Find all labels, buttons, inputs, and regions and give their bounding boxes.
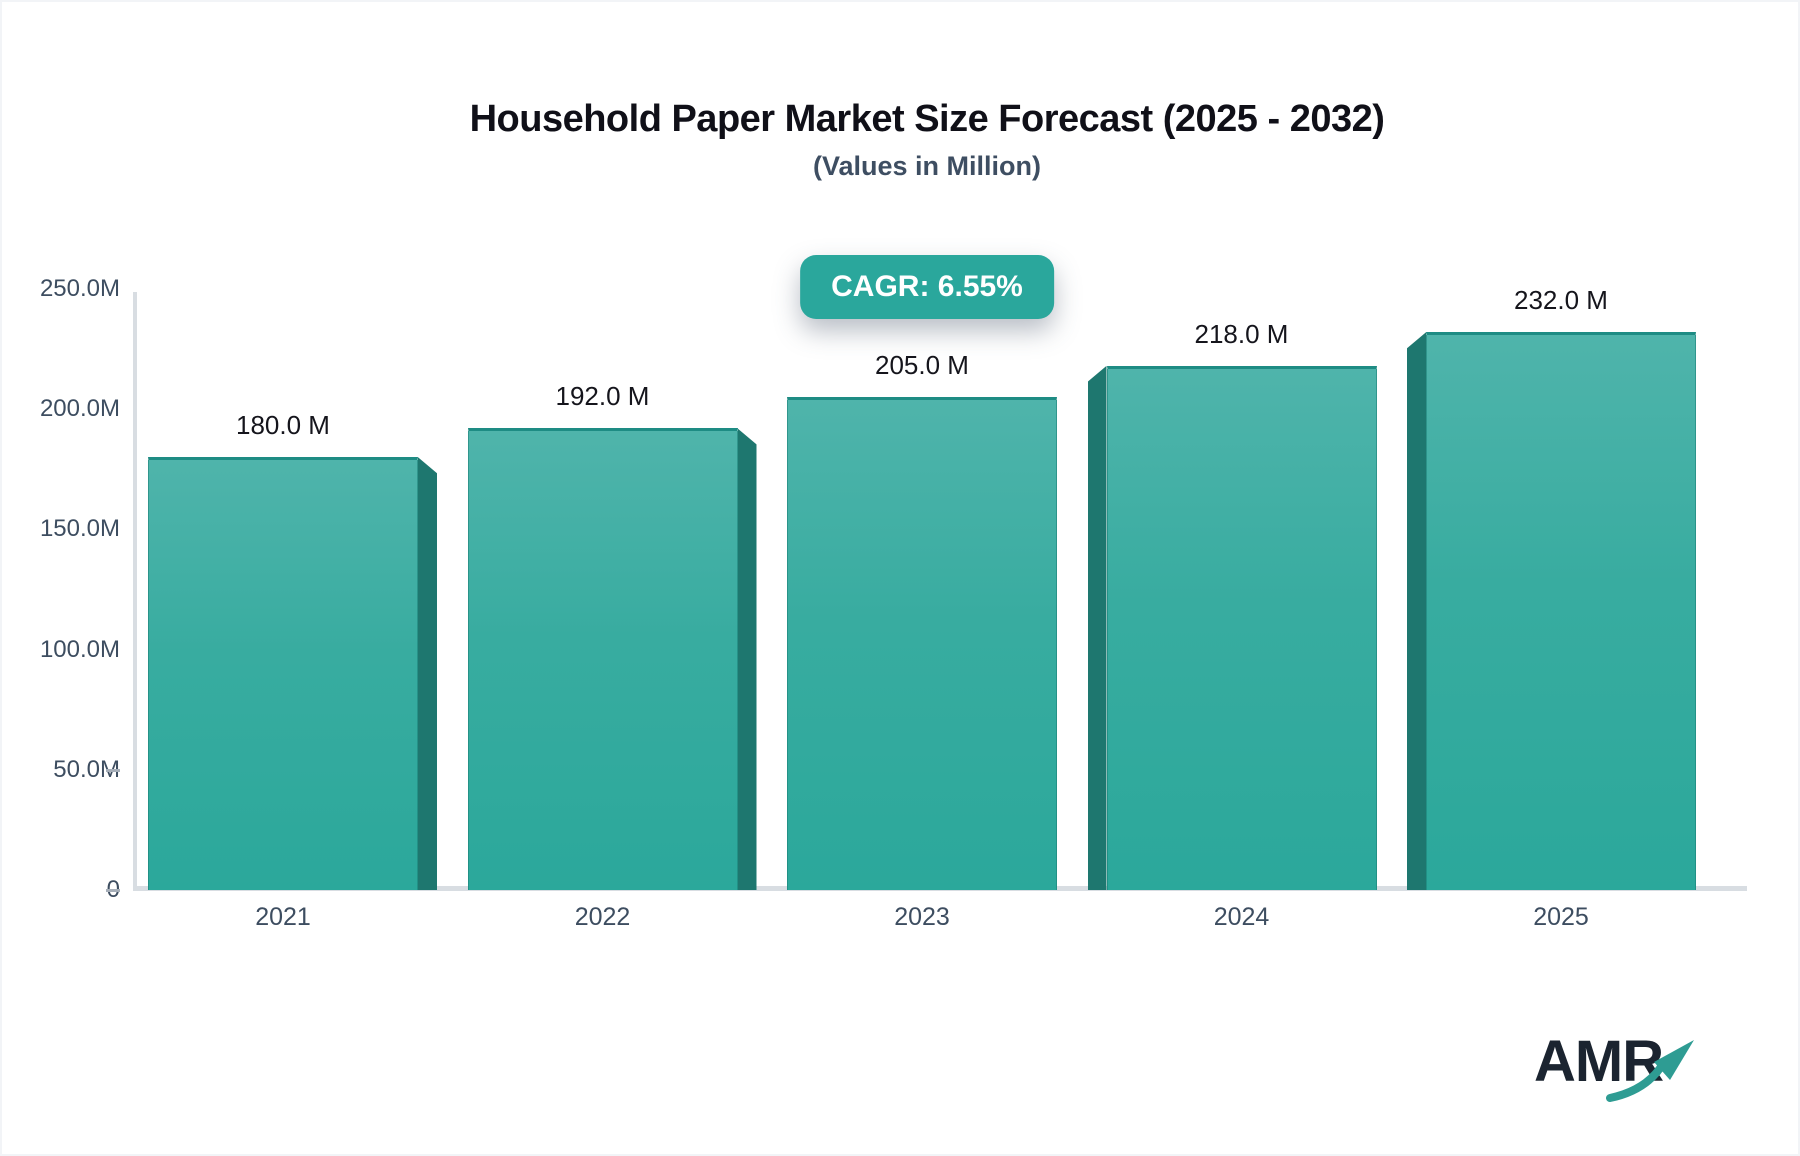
bar-3d-side-2021: [418, 457, 437, 890]
bar-value-label-2023: 205.0 M: [875, 350, 969, 381]
bar-2023[interactable]: [787, 397, 1057, 890]
y-axis-tick-label: 50.0M: [53, 755, 120, 783]
x-axis-label-2025: 2025: [1533, 903, 1589, 931]
y-axis-line: [133, 292, 137, 890]
x-axis-label-2021: 2021: [255, 903, 311, 931]
bar-value-label-2022: 192.0 M: [555, 381, 650, 412]
bar-value-label-2021: 180.0 M: [236, 410, 330, 441]
y-axis-tick-label: 200.0M: [39, 395, 120, 423]
y-axis-tick-label: 100.0M: [39, 635, 120, 663]
cagr-badge: CAGR: 6.55%: [800, 255, 1054, 319]
x-axis-label-2022: 2022: [574, 903, 631, 931]
y-axis-tick-mark: [106, 768, 120, 772]
bar-3d-side-2022: [737, 428, 757, 890]
x-axis-label-2023: 2023: [894, 903, 950, 931]
bar-2022[interactable]: [467, 428, 738, 890]
bar-value-label-2025: 232.0 M: [1514, 285, 1608, 316]
chart-title: Household Paper Market Size Forecast (20…: [469, 98, 1385, 140]
logo-arrow-icon: [1606, 1040, 1694, 1102]
bar-3d-side-2025: [1407, 332, 1426, 890]
bar-value-label-2024: 218.0 M: [1194, 318, 1289, 349]
amr-logo: AMR: [1534, 1028, 1734, 1118]
y-axis-tick-label: 150.0M: [39, 515, 120, 543]
bar-2024[interactable]: [1106, 365, 1377, 890]
y-axis-tick-mark: [106, 889, 120, 892]
bar-2021[interactable]: [148, 457, 418, 890]
x-axis-label-2024: 2024: [1213, 903, 1270, 931]
bar-3d-side-2024: [1087, 365, 1107, 890]
chart-subtitle: (Values in Million): [812, 151, 1042, 181]
y-axis-tick-label: 0: [2, 875, 120, 905]
bar-2025[interactable]: [1426, 332, 1696, 890]
y-axis-tick-label: 250.0M: [39, 275, 120, 302]
